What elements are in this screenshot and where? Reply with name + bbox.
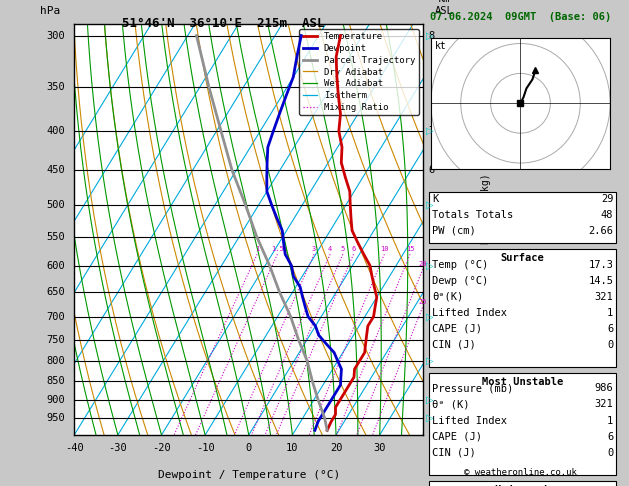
Text: 321: 321	[594, 292, 613, 302]
Text: 750: 750	[47, 334, 65, 345]
Text: 51°46'N  36°10'E  215m  ASL: 51°46'N 36°10'E 215m ASL	[122, 17, 325, 30]
Text: 8: 8	[428, 31, 435, 40]
Text: 850: 850	[47, 376, 65, 386]
Text: Dewp (°C): Dewp (°C)	[432, 276, 488, 286]
Text: Most Unstable: Most Unstable	[482, 377, 563, 387]
Text: 500: 500	[47, 200, 65, 210]
Text: 900: 900	[47, 395, 65, 405]
Text: 7: 7	[428, 126, 435, 136]
Text: 350: 350	[47, 82, 65, 92]
Text: 07.06.2024  09GMT  (Base: 06): 07.06.2024 09GMT (Base: 06)	[430, 12, 611, 22]
Text: 400: 400	[47, 126, 65, 136]
Text: ▷: ▷	[426, 395, 434, 405]
Text: 6: 6	[428, 165, 435, 175]
Text: 4: 4	[328, 246, 332, 252]
Text: 1: 1	[607, 308, 613, 318]
Text: Mixing Ratio (g/kg): Mixing Ratio (g/kg)	[481, 174, 491, 285]
Text: 1: 1	[255, 246, 259, 252]
Text: 950: 950	[47, 413, 65, 423]
Legend: Temperature, Dewpoint, Parcel Trajectory, Dry Adiabat, Wet Adiabat, Isotherm, Mi: Temperature, Dewpoint, Parcel Trajectory…	[299, 29, 419, 115]
Text: 0: 0	[607, 448, 613, 458]
Text: 25: 25	[418, 299, 426, 306]
Text: 650: 650	[47, 287, 65, 297]
Text: 5: 5	[428, 232, 435, 242]
Text: 29: 29	[601, 194, 613, 204]
Text: ▷: ▷	[426, 312, 434, 322]
Text: 5: 5	[341, 246, 345, 252]
Text: kt: kt	[435, 41, 446, 52]
Text: 0: 0	[607, 340, 613, 350]
Text: © weatheronline.co.uk: © weatheronline.co.uk	[464, 468, 577, 477]
Text: 2.66: 2.66	[588, 226, 613, 236]
Text: 550: 550	[47, 232, 65, 242]
Text: -10: -10	[196, 443, 214, 453]
Text: Hodograph: Hodograph	[494, 485, 550, 486]
Text: 17.3: 17.3	[588, 260, 613, 270]
Text: CIN (J): CIN (J)	[432, 340, 476, 350]
Text: CAPE (J): CAPE (J)	[432, 432, 482, 442]
Text: Lifted Index: Lifted Index	[432, 416, 507, 426]
Text: 48: 48	[601, 210, 613, 220]
Text: 6: 6	[607, 432, 613, 442]
Text: Temp (°C): Temp (°C)	[432, 260, 488, 270]
Text: 0: 0	[246, 443, 252, 453]
Text: 6: 6	[352, 246, 355, 252]
Text: ▷: ▷	[426, 413, 434, 423]
Text: 321: 321	[594, 399, 613, 410]
Text: ▷: ▷	[426, 31, 434, 40]
Text: hPa: hPa	[40, 6, 60, 16]
Text: Dewpoint / Temperature (°C): Dewpoint / Temperature (°C)	[158, 470, 340, 480]
Text: 30: 30	[374, 443, 386, 453]
Text: K: K	[432, 194, 438, 204]
Text: Lifted Index: Lifted Index	[432, 308, 507, 318]
Text: Surface: Surface	[501, 253, 544, 263]
Text: 1.5: 1.5	[271, 246, 284, 252]
Text: 6: 6	[607, 324, 613, 334]
Text: 450: 450	[47, 165, 65, 175]
Text: 600: 600	[47, 260, 65, 271]
Text: PW (cm): PW (cm)	[432, 226, 476, 236]
Text: 15: 15	[406, 246, 415, 252]
Text: Pressure (mb): Pressure (mb)	[432, 383, 513, 394]
Text: 10: 10	[286, 443, 299, 453]
Text: ▷: ▷	[426, 260, 434, 271]
Text: 1: 1	[428, 395, 435, 405]
Text: km
ASL: km ASL	[435, 0, 454, 16]
Text: -40: -40	[65, 443, 84, 453]
Text: 700: 700	[47, 312, 65, 322]
Text: Totals Totals: Totals Totals	[432, 210, 513, 220]
Text: -20: -20	[152, 443, 171, 453]
Text: LCL: LCL	[428, 413, 447, 423]
Text: ▷: ▷	[426, 126, 434, 136]
Text: 2: 2	[428, 356, 435, 366]
Text: 14.5: 14.5	[588, 276, 613, 286]
Text: ▷: ▷	[426, 356, 434, 366]
Text: -30: -30	[108, 443, 127, 453]
Text: 300: 300	[47, 31, 65, 40]
Text: CAPE (J): CAPE (J)	[432, 324, 482, 334]
Text: ▷: ▷	[426, 200, 434, 210]
Text: 20: 20	[418, 261, 427, 267]
Text: 1: 1	[607, 416, 613, 426]
Text: θᵊ (K): θᵊ (K)	[432, 399, 470, 410]
Text: 3: 3	[312, 246, 316, 252]
Text: θᵊ(K): θᵊ(K)	[432, 292, 464, 302]
Text: 10: 10	[380, 246, 389, 252]
Text: 4: 4	[428, 287, 435, 297]
Text: 986: 986	[594, 383, 613, 394]
Text: CIN (J): CIN (J)	[432, 448, 476, 458]
Text: 800: 800	[47, 356, 65, 366]
Text: 20: 20	[330, 443, 342, 453]
Text: 3: 3	[428, 312, 435, 322]
